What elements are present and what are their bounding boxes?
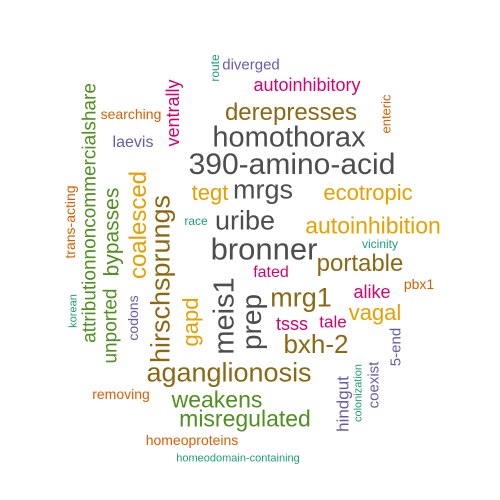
word-bxh-2: bxh-2 — [283, 329, 349, 359]
word-ventrally: ventrally — [163, 79, 183, 147]
word-hirschsprungs: hirschsprungs — [145, 194, 176, 364]
word-derepresses: derepresses — [224, 99, 358, 126]
word-homeodomain-containing: homeodomain-containing — [176, 452, 300, 465]
word-route: route — [208, 54, 222, 82]
word-enteric: enteric — [378, 94, 394, 134]
word-colonization: colonization — [352, 363, 365, 423]
word-misregulated: misregulated — [179, 405, 311, 432]
word-prep: prep — [236, 293, 267, 351]
word-mrg1: mrg1 — [270, 282, 332, 313]
word-searching: searching — [100, 106, 162, 122]
word-bypasses: bypasses — [100, 187, 124, 277]
word-uribe: uribe — [214, 205, 276, 236]
word-trans-acting: trans-acting — [62, 185, 78, 259]
word-autoinhibitory: autoinhibitory — [253, 75, 361, 95]
word-vagal: vagal — [348, 300, 402, 325]
word-coexist: coexist — [365, 361, 383, 409]
word-390-amino-acid: 390-amino-acid — [188, 148, 396, 181]
word-autoinhibition: autoinhibition — [305, 212, 441, 239]
word-5-end: 5-end — [387, 327, 405, 367]
word-vicinity: vicinity — [361, 237, 399, 251]
word-attributionnoncommercialshare: attributionnoncommercialshare — [79, 83, 101, 343]
word-weakens: weakens — [171, 386, 263, 413]
word-homeoproteins: homeoproteins — [145, 432, 239, 448]
word-alike: alike — [353, 282, 391, 302]
word-mrgs: mrgs — [233, 174, 293, 205]
word-fated: fated — [253, 264, 289, 281]
word-ecotropic: ecotropic — [323, 180, 413, 205]
word-removing: removing — [92, 386, 150, 402]
word-gapd: gapd — [178, 297, 203, 347]
word-codons: codons — [125, 295, 141, 341]
word-tsss: tsss — [275, 314, 309, 334]
word-tale: tale — [319, 312, 347, 332]
word-portable: portable — [316, 250, 404, 277]
word-unported: unported — [100, 288, 122, 364]
word-korean: korean — [67, 294, 80, 328]
word-tegt: tegt — [191, 180, 229, 205]
word-hindgut: hindgut — [333, 376, 353, 432]
word-race: race — [184, 214, 208, 228]
word-laevis: laevis — [112, 134, 154, 151]
word-homothorax: homothorax — [212, 121, 366, 154]
word-pbx1: pbx1 — [403, 276, 435, 292]
word-aganglionosis: aganglionosis — [146, 357, 312, 388]
word-bronner: bronner — [210, 231, 318, 267]
word-diverged: diverged — [222, 56, 280, 74]
